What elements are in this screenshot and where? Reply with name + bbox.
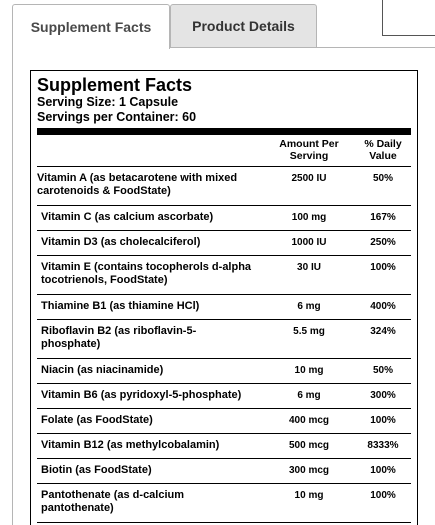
nutrient-name: Vitamin A (as betacarotene with mixed ca… [37,172,238,197]
nutrient-daily-value: 324% [370,326,396,337]
tab-panel [12,47,435,525]
serving-size: Serving Size: 1 Capsule [37,95,179,109]
nutrient-amount: 10 mg [294,490,324,501]
facts-header-row: Amount Per Serving % Daily Value [37,135,411,167]
nutrient-daily-value: 8333% [367,440,399,451]
table-row: Folate (as FoodState) 400 mcg 100% [37,409,411,434]
nutrient-amount: 1000 IU [291,237,327,248]
nutrient-name: Riboflavin B2 (as riboflavin-5-phosphate… [41,325,197,350]
nutrient-amount: 30 IU [297,262,321,273]
table-row: Vitamin D3 (as cholecalciferol) 1000 IU … [37,231,411,256]
nutrient-name: Vitamin B12 (as methylcobalamin) [41,439,220,451]
nutrient-name: Vitamin D3 (as cholecalciferol) [41,236,201,248]
thick-divider [37,128,411,135]
supplement-facts-label: Supplement Facts Serving Size: 1 Capsule… [30,70,418,525]
nutrient-amount: 300 mcg [288,465,330,476]
nutrient-name: Vitamin B6 (as pyridoxyl-5-phosphate) [41,389,242,401]
nutrient-daily-value: 50% [372,173,393,184]
nutrient-daily-value: 50% [372,365,393,376]
nutrient-name: Vitamin C (as calcium ascorbate) [41,211,214,223]
nutrient-daily-value: 100% [370,490,396,501]
nutrient-daily-value: 100% [370,415,396,426]
table-row: Niacin (as niacinamide) 10 mg 50% [37,359,411,384]
table-row: Vitamin E (contains tocopherols d-alpha … [37,256,411,295]
header-amount-per-serving: Amount Per Serving [279,138,339,162]
table-row: Vitamin B6 (as pyridoxyl-5-phosphate) 6 … [37,384,411,409]
tab-product-details[interactable]: Product Details [170,4,317,47]
nutrient-name: Vitamin E (contains tocopherols d-alpha … [41,261,252,286]
table-row: Riboflavin B2 (as riboflavin-5-phosphate… [37,320,411,359]
nutrient-daily-value: 300% [370,390,396,401]
nutrient-daily-value: 100% [370,465,396,476]
nutrient-amount: 400 mcg [288,415,330,426]
table-row: Vitamin C (as calcium ascorbate) 100 mg … [37,206,411,231]
table-row: Pantothenate (as d-calcium pantothenate)… [37,484,411,523]
table-row: Biotin (as FoodState) 300 mcg 100% [37,459,411,484]
table-row: Vitamin B12 (as methylcobalamin) 500 mcg… [37,434,411,459]
nutrient-name: Thiamine B1 (as thiamine HCl) [41,300,200,312]
table-row: Vitamin A (as betacarotene with mixed ca… [37,167,411,206]
table-row: Thiamine B1 (as thiamine HCl) 6 mg 400% [37,295,411,320]
nutrient-amount: 500 mcg [288,440,330,451]
nutrient-amount: 100 mg [291,212,327,223]
tab-bar: Supplement Facts Product Details [0,0,435,49]
nutrient-name: Biotin (as FoodState) [41,464,152,476]
nutrient-name: Folate (as FoodState) [41,414,153,426]
nutrient-daily-value: 167% [370,212,396,223]
nutrient-daily-value: 250% [370,237,396,248]
nutrient-name: Niacin (as niacinamide) [41,364,164,376]
frame-border [382,0,435,36]
nutrient-amount: 2500 IU [291,173,327,184]
tab-supplement-facts[interactable]: Supplement Facts [12,4,170,49]
nutrient-name: Pantothenate (as d-calcium pantothenate) [41,489,185,514]
facts-title: Supplement Facts [37,75,193,95]
nutrient-amount: 6 mg [297,390,321,401]
nutrient-amount: 10 mg [294,365,324,376]
nutrient-amount: 6 mg [297,301,321,312]
nutrient-daily-value: 400% [370,301,396,312]
nutrient-amount: 5.5 mg [293,326,325,337]
nutrient-daily-value: 100% [370,262,396,273]
header-daily-value: % Daily Value [364,138,402,162]
servings-per-container: Servings per Container: 60 [37,110,197,124]
